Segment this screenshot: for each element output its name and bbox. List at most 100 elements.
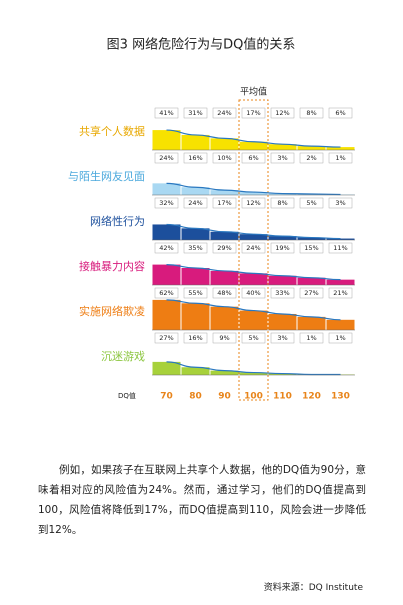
value-label-box — [212, 152, 237, 164]
value-label-box — [212, 287, 237, 299]
value-label: 3% — [335, 199, 345, 207]
x-tick-label: 120 — [302, 392, 321, 402]
value-label: 24% — [159, 154, 173, 162]
value-label-box — [270, 152, 295, 164]
value-label-box — [183, 287, 208, 299]
bar — [181, 268, 210, 285]
value-label-box — [212, 242, 237, 254]
value-label-box — [299, 332, 324, 344]
value-label-box — [212, 107, 237, 119]
value-label: 17% — [217, 199, 231, 207]
value-label-box — [183, 152, 208, 164]
series-label: 实施网络欺凌 — [79, 304, 145, 318]
value-label: 48% — [217, 289, 231, 297]
bar — [268, 236, 297, 240]
x-tick-label: 80 — [189, 392, 202, 402]
bar — [239, 192, 268, 195]
x-tick-label: 100 — [244, 392, 263, 402]
bar — [152, 264, 181, 285]
value-label-box — [154, 287, 179, 299]
bar — [297, 277, 326, 285]
bar — [297, 146, 326, 150]
value-label: 27% — [159, 334, 173, 342]
value-label: 62% — [159, 289, 173, 297]
bar — [210, 270, 239, 285]
value-label-box — [154, 197, 179, 209]
value-label: 2% — [306, 154, 316, 162]
bar — [297, 237, 326, 240]
average-label: 平均值 — [240, 86, 267, 98]
bar — [210, 231, 239, 240]
value-label-box — [212, 197, 237, 209]
value-label-box — [183, 332, 208, 344]
value-label: 21% — [333, 289, 347, 297]
bar — [239, 372, 268, 375]
x-tick-label: 130 — [331, 392, 350, 402]
trend-line — [166, 264, 341, 281]
value-label-box — [328, 152, 353, 164]
bar — [181, 134, 210, 150]
bar — [326, 279, 355, 285]
value-label: 12% — [246, 199, 260, 207]
value-label-box — [328, 197, 353, 209]
value-label: 55% — [188, 289, 202, 297]
value-label-box — [270, 107, 295, 119]
value-label-box — [241, 332, 266, 344]
value-label: 1% — [335, 334, 345, 342]
value-label: 9% — [219, 334, 229, 342]
value-label-box — [154, 332, 179, 344]
source: 资料来源：DQ Institute — [263, 583, 363, 593]
trend-line — [166, 182, 341, 196]
value-label-box — [328, 332, 353, 344]
trend-line — [166, 129, 341, 148]
series-label: 网络性行为 — [90, 214, 145, 228]
bar — [326, 319, 355, 330]
value-label: 29% — [217, 244, 231, 252]
value-label: 15% — [304, 244, 318, 252]
value-label-box — [241, 152, 266, 164]
bar — [152, 299, 181, 330]
value-label-box — [299, 152, 324, 164]
value-label-box — [212, 332, 237, 344]
value-label: 5% — [306, 199, 316, 207]
value-label-box — [154, 242, 179, 254]
value-label-box — [183, 107, 208, 119]
value-label: 24% — [188, 199, 202, 207]
value-label: 8% — [277, 199, 287, 207]
bar — [181, 228, 210, 240]
value-label: 3% — [277, 154, 287, 162]
value-label-box — [270, 197, 295, 209]
x-tick-label: 90 — [218, 392, 231, 402]
value-label-box — [328, 107, 353, 119]
value-label-box — [299, 242, 324, 254]
bar — [268, 313, 297, 330]
bar — [297, 316, 326, 330]
x-tick-label: 70 — [160, 392, 173, 402]
value-label: 16% — [188, 154, 202, 162]
value-label-box — [154, 152, 179, 164]
value-label-box — [241, 242, 266, 254]
chart-title: 图3 网络危险行为与DQ值的关系 — [107, 37, 296, 53]
value-label-box — [241, 107, 266, 119]
value-label-box — [328, 287, 353, 299]
series-label: 接触暴力内容 — [79, 259, 145, 273]
trend-line — [166, 299, 341, 321]
series-label: 沉迷游戏 — [101, 350, 145, 363]
value-label-box — [154, 107, 179, 119]
value-label: 24% — [217, 109, 231, 117]
bar — [268, 275, 297, 285]
bar — [210, 190, 239, 195]
value-label: 17% — [246, 109, 260, 117]
value-label: 40% — [246, 289, 260, 297]
bar — [268, 193, 297, 195]
value-label-box — [183, 242, 208, 254]
bar — [152, 224, 181, 240]
bar — [239, 310, 268, 330]
bar — [326, 238, 355, 240]
bar — [268, 373, 297, 375]
value-label: 3% — [277, 334, 287, 342]
value-label: 35% — [188, 244, 202, 252]
value-label-box — [241, 287, 266, 299]
